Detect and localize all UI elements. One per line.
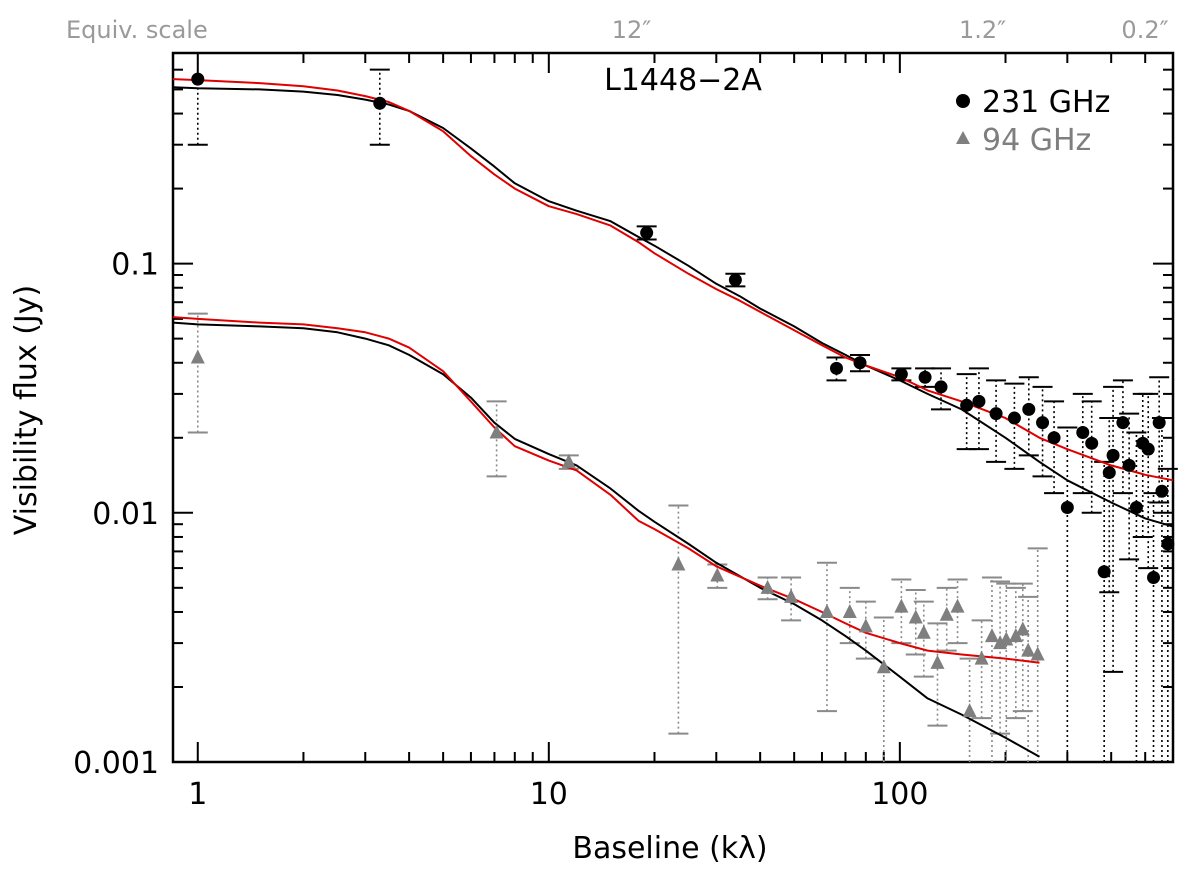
- point-94ghz: [858, 618, 873, 633]
- point-231ghz: [191, 72, 205, 86]
- point-231ghz: [1060, 501, 1074, 515]
- model-94-black: [172, 321, 1040, 758]
- point-231ghz: [989, 407, 1003, 421]
- point-94ghz: [561, 453, 576, 468]
- legend-231-label: 231 GHz: [982, 85, 1110, 120]
- point-231ghz: [1102, 466, 1116, 480]
- point-231ghz: [1147, 571, 1161, 585]
- point-231ghz: [1036, 416, 1050, 430]
- point-94ghz: [1021, 642, 1036, 657]
- point-94ghz: [489, 424, 504, 439]
- point-94ghz: [984, 628, 999, 643]
- point-94ghz: [876, 659, 891, 674]
- chart-frame-layer: [171, 51, 1175, 764]
- x-axis-label: Baseline (kλ): [572, 831, 767, 866]
- point-231ghz: [640, 226, 654, 240]
- point-94ghz: [962, 703, 977, 718]
- legend: 231 GHz 94 GHz: [956, 85, 1110, 158]
- top-axis-label: Equiv. scale: [66, 16, 208, 44]
- point-231ghz: [1106, 448, 1120, 462]
- point-94ghz: [710, 567, 725, 582]
- point-231ghz: [1152, 416, 1166, 430]
- point-94ghz: [908, 609, 923, 624]
- top-tick-label: 12″: [612, 16, 652, 44]
- point-94ghz: [819, 603, 834, 618]
- y-tick-label: 0.1: [111, 248, 159, 283]
- x-tick-label: 10: [530, 777, 568, 812]
- point-94ghz: [930, 654, 945, 669]
- y-tick-label: 0.01: [92, 497, 159, 532]
- point-231ghz: [972, 394, 986, 408]
- point-94ghz: [190, 349, 205, 364]
- point-94ghz: [1030, 646, 1045, 661]
- point-231ghz: [1161, 537, 1175, 551]
- legend-94-label: 94 GHz: [982, 123, 1091, 158]
- point-231ghz: [1129, 501, 1143, 515]
- plot-frame: [171, 51, 1175, 764]
- point-231ghz: [1007, 411, 1021, 425]
- point-94ghz: [974, 650, 989, 665]
- point-231ghz: [1097, 565, 1111, 579]
- point-231ghz: [1141, 442, 1155, 456]
- point-231ghz: [934, 380, 948, 394]
- point-231ghz: [853, 356, 867, 370]
- chart-title: L1448−2A: [604, 63, 762, 98]
- y-axis-label: Visibility flux (Jy): [9, 285, 44, 535]
- point-231ghz: [829, 361, 843, 375]
- legend-231-marker: [956, 94, 970, 108]
- top-tick-label: 1.2″: [959, 16, 1006, 44]
- point-231ghz: [1122, 458, 1136, 472]
- legend-94-marker: [956, 131, 970, 144]
- point-231ghz: [918, 370, 932, 384]
- point-94ghz: [784, 588, 799, 603]
- point-94ghz: [1008, 628, 1023, 643]
- point-231ghz: [373, 96, 387, 110]
- point-231ghz: [1022, 402, 1036, 416]
- y-tick-label: 0.001: [73, 746, 159, 781]
- point-94ghz: [993, 635, 1008, 650]
- point-231ghz: [1047, 431, 1061, 445]
- point-94ghz: [894, 598, 909, 613]
- labels-layer: L1448−2A Baseline (kλ) Visibility flux (…: [9, 16, 1169, 866]
- point-231ghz: [1116, 416, 1130, 430]
- top-tick-label: 0.2″: [1121, 16, 1168, 44]
- point-231ghz: [728, 273, 742, 287]
- x-tick-label: 100: [871, 777, 928, 812]
- point-231ghz: [960, 398, 974, 412]
- data-points-layer: [190, 72, 1175, 718]
- point-94ghz: [950, 598, 965, 613]
- point-231ghz: [894, 367, 908, 381]
- point-94ghz: [671, 556, 686, 571]
- model-94-red: [172, 316, 1040, 664]
- point-231ghz: [1076, 426, 1090, 440]
- point-94ghz: [842, 603, 857, 618]
- point-94ghz: [939, 606, 954, 621]
- x-tick-label: 1: [188, 777, 207, 812]
- point-94ghz: [1015, 621, 1030, 636]
- point-94ghz: [760, 579, 775, 594]
- point-231ghz: [1155, 484, 1169, 498]
- point-231ghz: [1085, 436, 1099, 450]
- point-94ghz: [916, 624, 931, 639]
